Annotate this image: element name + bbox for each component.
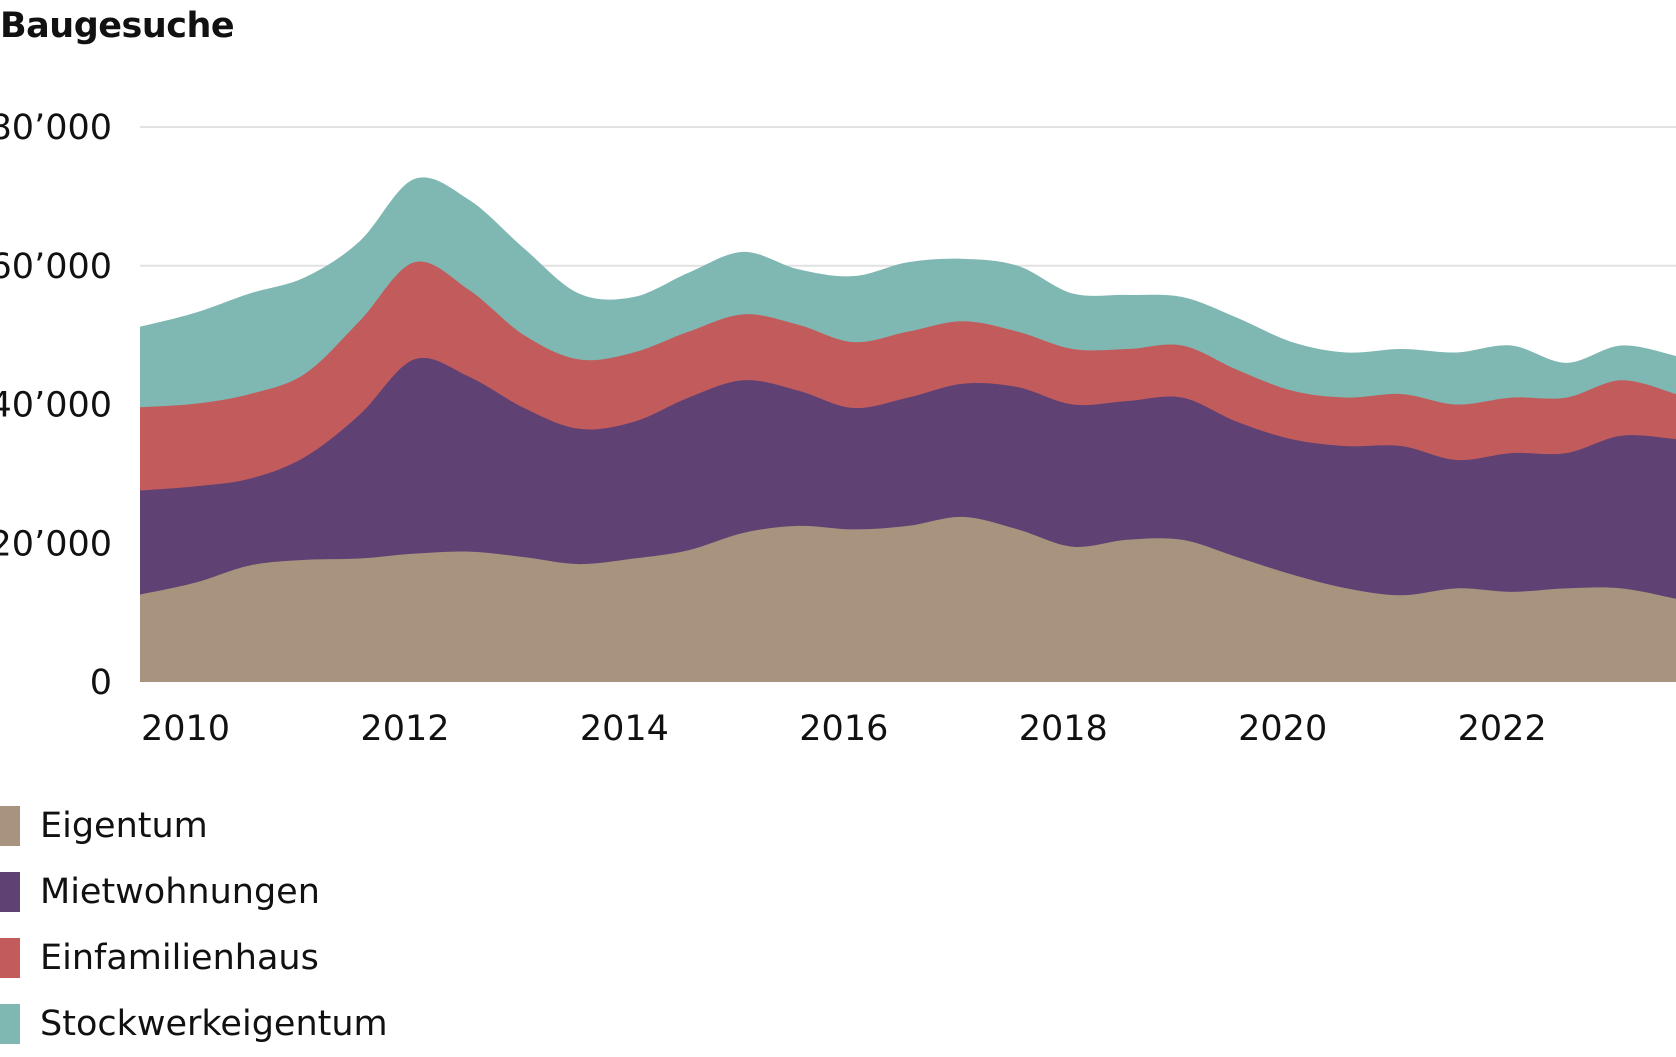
legend: Eigentum Mietwohnungen Einfamilienhaus S… <box>0 793 388 1057</box>
x-tick-label: 2010 <box>141 709 230 749</box>
y-tick-label: 60’000 <box>0 247 112 287</box>
legend-label: Mietwohnungen <box>40 872 320 912</box>
y-tick-label: 0 <box>90 663 112 703</box>
x-tick-label: 2016 <box>799 709 888 749</box>
x-tick-label: 2012 <box>360 709 449 749</box>
x-tick-label: 2022 <box>1458 709 1547 749</box>
y-tick-label: 80’000 <box>0 108 112 148</box>
x-tick-label: 2020 <box>1238 709 1327 749</box>
legend-item-einfamilienhaus: Einfamilienhaus <box>0 925 388 991</box>
legend-label: Einfamilienhaus <box>40 938 319 978</box>
legend-item-stockwerkeigentum: Stockwerkeigentum <box>0 991 388 1057</box>
legend-swatch <box>0 1004 20 1044</box>
legend-swatch <box>0 938 20 978</box>
x-axis-ticks: 2010 2012 2014 2016 2018 2020 2022 <box>141 709 1547 749</box>
legend-swatch <box>0 806 20 846</box>
x-tick-label: 2014 <box>580 709 669 749</box>
legend-item-mietwohnungen: Mietwohnungen <box>0 859 388 925</box>
legend-swatch <box>0 872 20 912</box>
x-tick-label: 2018 <box>1019 709 1108 749</box>
legend-item-eigentum: Eigentum <box>0 793 388 859</box>
y-axis-ticks: 0 20’000 40’000 60’000 80’000 <box>0 108 112 703</box>
area-layers <box>140 177 1676 682</box>
y-tick-label: 20’000 <box>0 524 112 564</box>
chart-title: Baugesuche <box>0 6 235 46</box>
y-tick-label: 40’000 <box>0 386 112 426</box>
legend-label: Eigentum <box>40 806 208 846</box>
area-eigentum <box>140 516 1676 682</box>
legend-label: Stockwerkeigentum <box>40 1004 388 1044</box>
